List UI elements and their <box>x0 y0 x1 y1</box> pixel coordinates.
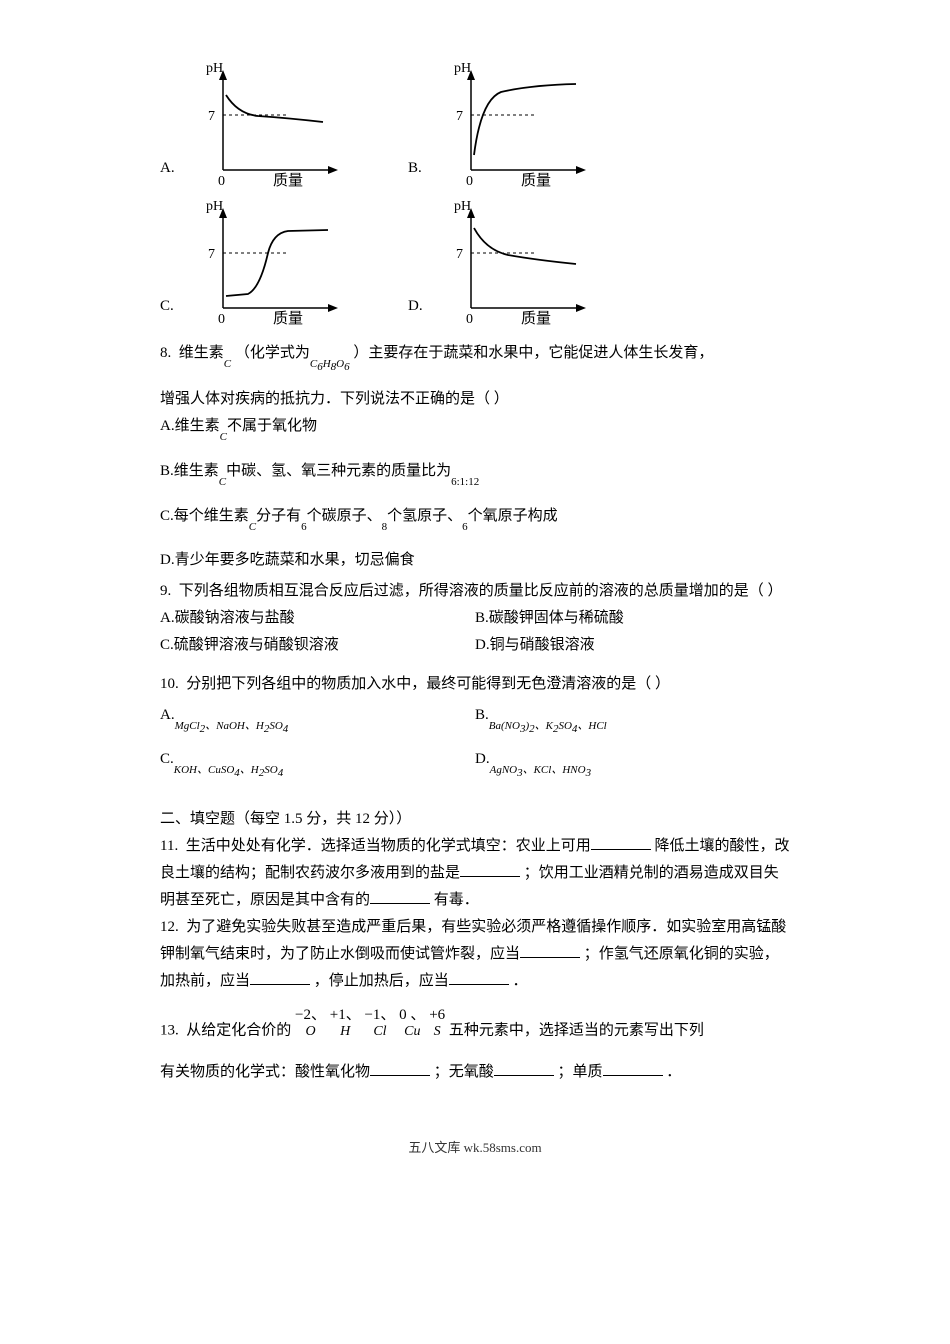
valence-stack-4: 0 、Cu <box>399 1007 425 1039</box>
q7-charts: A. pH 7 0 质量 B. pH <box>160 60 790 328</box>
blank <box>370 888 430 904</box>
q9-optA: A.碳酸钠溶液与盐酸 <box>160 605 475 632</box>
question-11: 11. 生活中处处有化学．选择适当物质的化学式填空：农业上可用 降低土壤的酸性，… <box>160 833 790 914</box>
q8-stem-b: （化学式为 <box>235 345 310 361</box>
q12-t4: ． <box>513 973 528 989</box>
q13-t3: 有关物质的化学式：酸性氧化物 <box>160 1064 370 1080</box>
ref-7: 7 <box>208 109 215 124</box>
option-label-b: B. <box>408 155 428 190</box>
question-10: 10. 分别把下列各组中的物质加入水中，最终可能得到无色澄清溶液的是（ ） A.… <box>160 671 790 778</box>
q13-t2: 五种元素中，选择适当的元素写出下列 <box>449 1023 704 1039</box>
question-12: 12. 为了避免实验失败甚至造成严重后果，有些实验必须严格遵循操作顺序．如实验室… <box>160 914 790 995</box>
q8-optC-a: C.每个维生素 <box>160 508 249 524</box>
q8-stem-d: 增强人体对疾病的抵抗力．下列说法不正确的是（ ） <box>160 386 790 413</box>
q9-optC: C.硫酸钾溶液与硝酸钡溶液 <box>160 632 475 659</box>
question-8: 8. 维生素C （化学式为C6H8O6 ）主要存在于蔬菜和水果中，它能促进人体生… <box>160 340 790 574</box>
chart-cell-d: D. pH 7 0 质量 <box>408 198 596 328</box>
q9-optD: D.铜与硝酸银溶液 <box>475 632 790 659</box>
svg-text:7: 7 <box>208 247 215 262</box>
page-footer: 五八文库 wk.58sms.com <box>160 1136 790 1159</box>
q11-num: 11. <box>160 838 178 854</box>
valence-stack-3: −1、Cl <box>364 1007 395 1039</box>
q8-var-c1: C <box>224 358 231 370</box>
q8-optC-c: 个碳原子、 <box>307 508 382 524</box>
svg-text:质量: 质量 <box>521 172 551 189</box>
q12-t3: ，停止加热后，应当 <box>314 973 449 989</box>
svg-text:pH: pH <box>454 61 471 76</box>
svg-text:pH: pH <box>454 199 471 214</box>
svg-text:pH: pH <box>206 199 223 214</box>
chart-c: pH 7 0 质量 <box>188 198 348 328</box>
q13-num: 13. <box>160 1023 179 1039</box>
blank <box>494 1060 554 1076</box>
q8-var-c3: C <box>219 476 226 488</box>
question-9: 9. 下列各组物质相互混合反应后过滤，所得溶液的质量比反应前的溶液的总质量增加的… <box>160 578 790 659</box>
q8-optA-b: 不属于氧化物 <box>227 418 317 434</box>
q8-optC-e: 个氧原子构成 <box>468 508 558 524</box>
q8-formula: C6H8O6 <box>310 358 350 370</box>
q10-optA: A.MgCl2、NaOH、H2SO4 <box>160 702 475 734</box>
svg-text:0: 0 <box>466 174 473 189</box>
q8-optC-b: 分子有 <box>256 508 301 524</box>
chart-d: pH 7 0 质量 <box>436 198 596 328</box>
q8-ratio: 6:1:12 <box>451 476 479 488</box>
q8-stem-a: 维生素 <box>179 345 224 361</box>
origin-0: 0 <box>218 174 225 189</box>
blank <box>250 969 310 985</box>
q10-optD: D.AgNO3、KCl、HNO3 <box>475 746 790 778</box>
q9-optB: B.碳酸钾固体与稀硫酸 <box>475 605 790 632</box>
option-label-a: A. <box>160 155 180 190</box>
svg-text:质量: 质量 <box>273 310 303 327</box>
q8-optB-b: 中碳、氢、氧三种元素的质量比为 <box>226 463 451 479</box>
svg-text:7: 7 <box>456 109 463 124</box>
option-label-c: C. <box>160 293 180 328</box>
section-2-header: 二、填空题（每空 1.5 分，共 12 分）） <box>160 806 790 833</box>
q8-optA-a: A.维生素 <box>160 418 220 434</box>
chart-cell-b: B. pH 7 0 质量 <box>408 60 596 190</box>
chart-cell-c: C. pH 7 0 质量 <box>160 198 348 328</box>
q8-num: 8. <box>160 345 171 361</box>
q13-t6: ． <box>666 1064 681 1080</box>
q9-num: 9. <box>160 583 171 599</box>
q12-num: 12. <box>160 919 179 935</box>
svg-text:0: 0 <box>466 312 473 327</box>
q10-num: 10. <box>160 676 179 692</box>
axis-label-mass: 质量 <box>273 172 303 189</box>
q10-stem: 分别把下列各组中的物质加入水中，最终可能得到无色澄清溶液的是（ ） <box>186 676 670 692</box>
q13-t4: ；无氧酸 <box>434 1064 494 1080</box>
q8-optD: D.青少年要多吃蔬菜和水果，切忌偏食 <box>160 547 790 574</box>
q8-optC-d: 个氢原子、 <box>387 508 462 524</box>
q13-t5: ；单质 <box>558 1064 603 1080</box>
svg-text:0: 0 <box>218 312 225 327</box>
q8-var-c2: C <box>220 431 227 443</box>
option-label-d: D. <box>408 293 428 328</box>
q8-optB-a: B.维生素 <box>160 463 219 479</box>
svg-text:质量: 质量 <box>521 310 551 327</box>
q11-t4: 有毒． <box>434 892 479 908</box>
valence-stack-5: +6S <box>429 1007 445 1039</box>
chart-a: pH 7 0 质量 <box>188 60 348 190</box>
q8-stem-c: ）主要存在于蔬菜和水果中，它能促进人体生长发育， <box>353 345 713 361</box>
svg-text:7: 7 <box>456 247 463 262</box>
blank <box>370 1060 430 1076</box>
blank <box>449 969 509 985</box>
blank <box>603 1060 663 1076</box>
chart-b: pH 7 0 质量 <box>436 60 596 190</box>
question-13: 13. 从给定化合价的 −2、O +1、H −1、Cl 0 、Cu +6S 五种… <box>160 1007 790 1086</box>
q13-t1: 从给定化合价的 <box>186 1023 291 1039</box>
axis-label-ph: pH <box>206 61 223 76</box>
blank <box>591 834 651 850</box>
q10-optC: C.KOH、CuSO4、H2SO4 <box>160 746 475 778</box>
valence-stack-1: −2、O <box>295 1007 326 1039</box>
chart-cell-a: A. pH 7 0 质量 <box>160 60 348 190</box>
q10-optB: B.Ba(NO3)2、K2SO4、HCl <box>475 702 790 734</box>
q11-t1: 生活中处处有化学．选择适当物质的化学式填空：农业上可用 <box>186 838 591 854</box>
blank <box>520 942 580 958</box>
blank <box>460 861 520 877</box>
valence-stack-2: +1、H <box>330 1007 361 1039</box>
q9-stem: 下列各组物质相互混合反应后过滤，所得溶液的质量比反应前的溶液的总质量增加的是（ … <box>179 583 783 599</box>
